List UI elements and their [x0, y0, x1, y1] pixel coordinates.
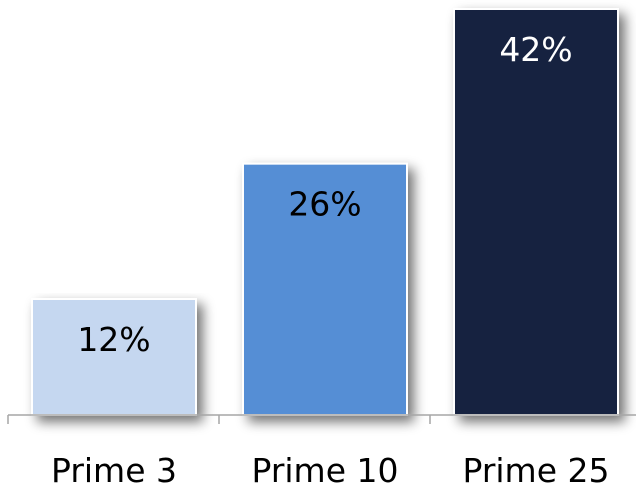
- bar-prime-3: [31, 298, 197, 416]
- bar-prime-25: [453, 8, 619, 416]
- category-label: Prime 10: [252, 451, 399, 487]
- x-axis-ticks: [7, 415, 431, 424]
- data-label: 12%: [77, 320, 150, 359]
- bars-layer: [31, 8, 619, 416]
- bar-prime-10: [242, 162, 408, 416]
- category-label: Prime 3: [51, 451, 177, 487]
- data-label: 26%: [288, 185, 361, 224]
- category-label: Prime 25: [463, 451, 610, 487]
- data-label: 42%: [499, 30, 572, 69]
- labels-layer: 12% Prime 3 26% Prime 10 42% Prime 25: [51, 30, 610, 487]
